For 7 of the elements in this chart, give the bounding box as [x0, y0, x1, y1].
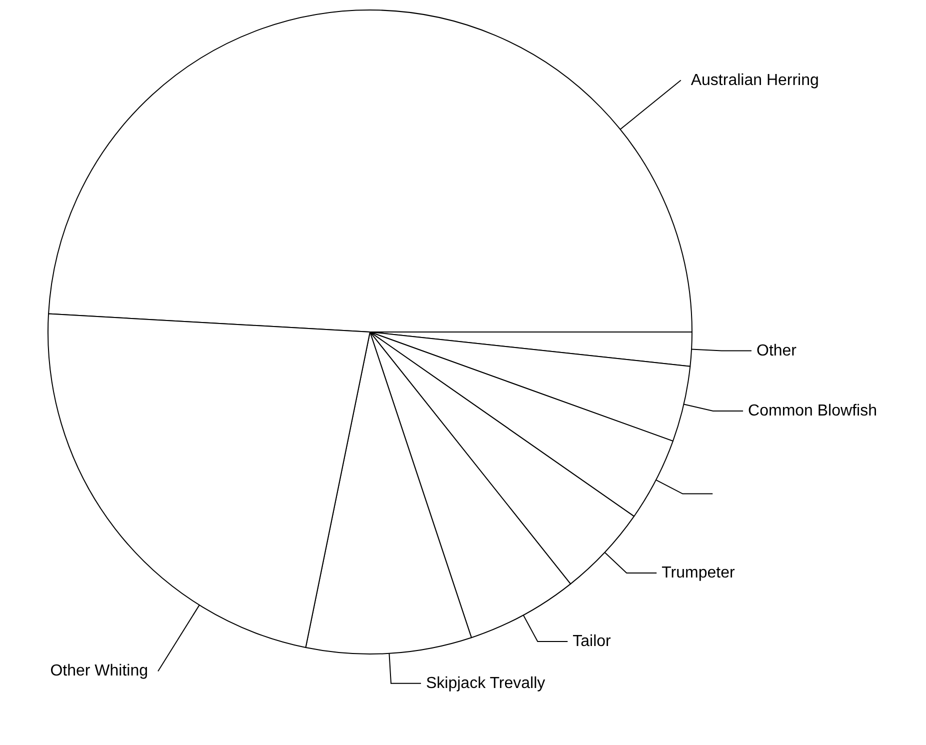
slice-label: Other: [756, 342, 798, 360]
slice-label: Trumpeter: [662, 564, 736, 582]
slice-label: Tailor: [572, 633, 612, 650]
slice-label: Common Blowfish: [748, 402, 877, 420]
slice-label: Skipjack Trevally: [426, 674, 546, 692]
slice-label: Other Whiting: [50, 662, 148, 680]
slice-label: Australian Herring: [690, 72, 819, 89]
